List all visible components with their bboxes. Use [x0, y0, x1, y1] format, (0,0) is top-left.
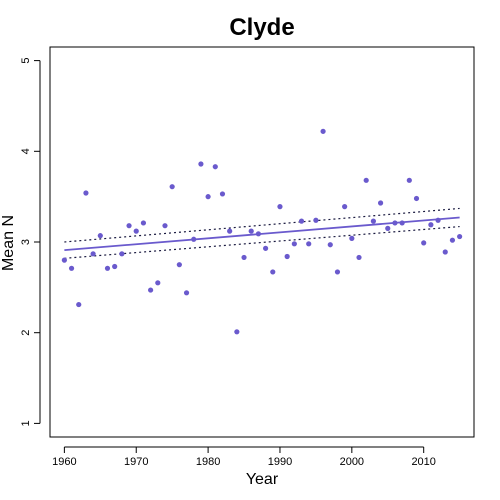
- data-point: [306, 241, 312, 247]
- data-point: [298, 218, 305, 224]
- data-point: [435, 217, 441, 223]
- y-axis-label: Mean N: [0, 215, 17, 271]
- data-point: [76, 301, 82, 308]
- data-point: [227, 228, 233, 234]
- y-tick-label: 4: [20, 148, 32, 154]
- data-point: [334, 269, 341, 275]
- data-point: [327, 242, 333, 248]
- ci-upper-line: [64, 207, 460, 243]
- y-tick-label: 1: [20, 420, 32, 426]
- data-point: [234, 329, 240, 335]
- data-point: [155, 280, 161, 286]
- y-tick-label: 5: [20, 58, 32, 64]
- data-point: [349, 235, 355, 241]
- data-point: [140, 220, 147, 226]
- data-point: [198, 161, 204, 167]
- data-point: [363, 177, 369, 183]
- data-point: [68, 265, 75, 271]
- data-point: [385, 225, 391, 231]
- data-point: [61, 257, 67, 263]
- data-point: [133, 228, 139, 234]
- chart-title: Clyde: [229, 14, 294, 41]
- data-point: [270, 269, 276, 275]
- data-point: [183, 290, 190, 296]
- data-point: [119, 251, 125, 257]
- ci-lower-line: [64, 225, 460, 259]
- data-point: [291, 241, 297, 247]
- data-point: [126, 223, 132, 229]
- data-point: [442, 249, 448, 255]
- data-point: [421, 240, 427, 246]
- y-tick-label: 2: [20, 330, 32, 336]
- data-point: [313, 217, 319, 223]
- data-point: [399, 220, 405, 226]
- x-tick-label: 1960: [52, 456, 76, 468]
- data-point: [262, 245, 269, 251]
- data-point: [191, 236, 197, 242]
- data-point: [457, 233, 463, 240]
- data-point: [406, 177, 412, 183]
- data-point: [248, 228, 254, 234]
- x-tick-label: 1970: [124, 456, 148, 468]
- data-point: [219, 191, 226, 197]
- data-point: [277, 204, 283, 210]
- y-tick-label: 3: [20, 239, 32, 245]
- x-tick-label: 1990: [268, 456, 292, 468]
- data-point: [255, 231, 262, 237]
- data-point: [90, 251, 96, 257]
- data-point: [413, 195, 420, 202]
- x-axis-label: Year: [246, 471, 279, 488]
- data-point: [392, 220, 398, 226]
- data-point: [284, 253, 290, 260]
- data-point: [83, 190, 89, 196]
- data-point: [370, 218, 376, 224]
- data-point: [162, 223, 168, 229]
- data-point: [205, 194, 211, 200]
- data-point: [97, 233, 103, 239]
- data-point: [212, 164, 218, 170]
- data-point: [241, 254, 247, 261]
- data-point: [112, 263, 118, 270]
- data-point: [377, 200, 384, 206]
- x-tick-label: 1980: [196, 456, 220, 468]
- data-point: [169, 184, 175, 190]
- data-point: [176, 262, 182, 268]
- data-point: [104, 265, 111, 271]
- x-tick-label: 2000: [340, 456, 364, 468]
- data-point: [449, 237, 456, 243]
- x-tick-label: 2010: [411, 456, 435, 468]
- data-point: [356, 254, 362, 261]
- data-point: [428, 222, 434, 228]
- data-point: [320, 128, 326, 134]
- plot-frame: [49, 46, 475, 438]
- data-point: [148, 287, 154, 293]
- data-point: [342, 204, 348, 210]
